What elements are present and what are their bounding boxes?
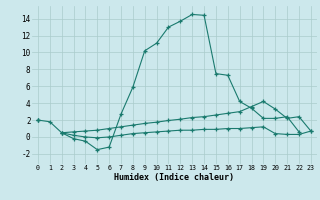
X-axis label: Humidex (Indice chaleur): Humidex (Indice chaleur) xyxy=(115,173,234,182)
